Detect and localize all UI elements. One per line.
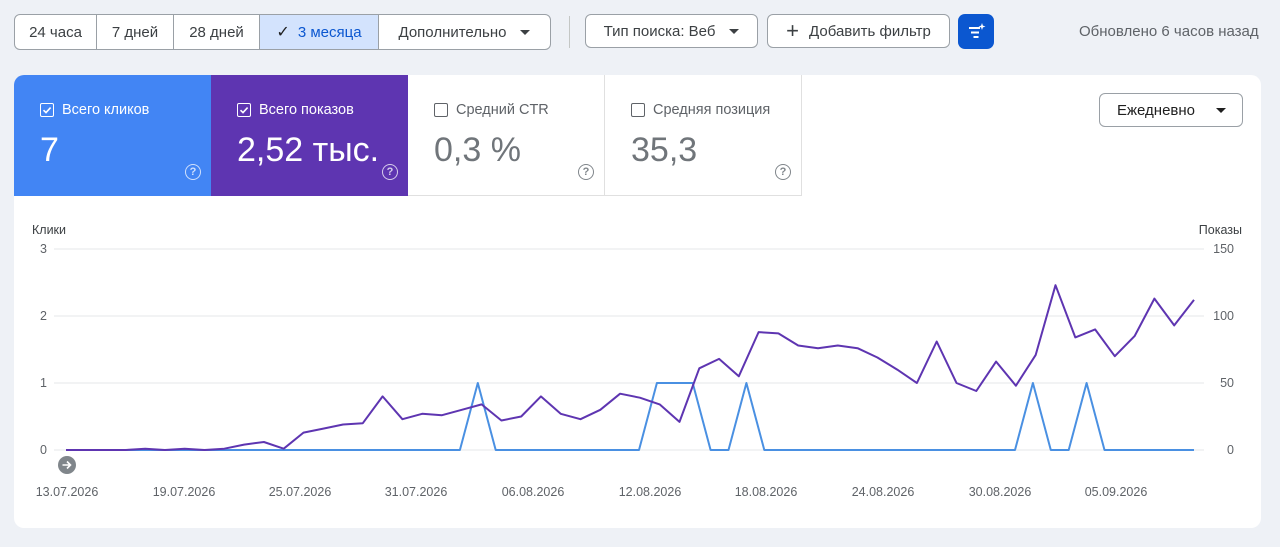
metric-label: Всего кликов	[62, 102, 150, 118]
metric-label-row: Всего кликов	[40, 102, 149, 118]
help-icon[interactable]: ?	[185, 164, 201, 180]
left-axis-ticks: 0 1 2 3	[40, 242, 47, 457]
impressions-series-line	[66, 284, 1195, 451]
range-24h-label: 24 часа	[29, 23, 82, 41]
caret-down-icon	[729, 28, 740, 34]
plus-icon: +	[786, 18, 800, 43]
metric-label: Всего показов	[259, 102, 354, 118]
metric-label-row: Всего показов	[237, 102, 354, 118]
checkbox-unchecked-icon[interactable]	[631, 103, 645, 117]
filter-sparkle-icon	[969, 22, 986, 38]
x-tick-label: 30.08.2026	[969, 485, 1032, 499]
right-tick-label: 150	[1213, 242, 1234, 256]
toolbar-divider	[569, 16, 570, 48]
x-tick-label: 25.07.2026	[269, 485, 332, 499]
range-3m-label: 3 месяца	[297, 23, 362, 41]
search-type-dropdown[interactable]: Тип поиска: Веб	[585, 14, 758, 48]
add-filter-button[interactable]: + Добавить фильтр	[767, 14, 950, 48]
left-tick-label: 0	[40, 443, 47, 457]
x-axis-ticks: 13.07.2026 19.07.2026 25.07.2026 31.07.2026…	[36, 485, 1148, 499]
range-7d-button[interactable]: 7 дней	[97, 15, 174, 49]
metric-value: 2,52 тыс.	[237, 131, 380, 169]
x-tick-label: 19.07.2026	[153, 485, 216, 499]
help-icon[interactable]: ?	[578, 164, 594, 180]
help-icon[interactable]: ?	[775, 164, 791, 180]
metric-label: Средний CTR	[456, 102, 549, 118]
add-filter-label: Добавить фильтр	[809, 22, 931, 40]
date-range-segmented-control: 24 часа 7 дней 28 дней ✓ 3 месяца Дополни…	[14, 14, 551, 50]
chart-grid	[54, 248, 1204, 451]
right-axis-title: Показы	[1199, 223, 1242, 237]
range-24h-button[interactable]: 24 часа	[15, 15, 97, 49]
left-tick-label: 3	[40, 242, 47, 256]
metric-average-position[interactable]: Средняя позиция 35,3 ?	[605, 75, 802, 196]
range-28d-label: 28 дней	[189, 23, 244, 41]
metric-total-impressions[interactable]: Всего показов 2,52 тыс. ?	[211, 75, 408, 196]
search-type-label: Тип поиска: Веб	[603, 22, 716, 40]
x-tick-label: 05.09.2026	[1085, 485, 1148, 499]
checkbox-checked-icon[interactable]	[40, 103, 54, 117]
x-tick-label: 13.07.2026	[36, 485, 99, 499]
checkbox-unchecked-icon[interactable]	[434, 103, 448, 117]
clicks-series-line	[66, 382, 1194, 451]
range-3m-button[interactable]: ✓ 3 месяца	[260, 15, 379, 49]
checkbox-checked-icon[interactable]	[237, 103, 251, 117]
x-tick-label: 06.08.2026	[502, 485, 565, 499]
date-range-toolbar: 24 часа 7 дней 28 дней ✓ 3 месяца Дополни…	[14, 14, 551, 50]
granularity-dropdown[interactable]: Ежедневно	[1099, 93, 1243, 127]
metric-label-row: Средний CTR	[434, 102, 549, 118]
x-tick-label: 24.08.2026	[852, 485, 915, 499]
x-tick-label: 31.07.2026	[385, 485, 448, 499]
smart-filter-button[interactable]	[958, 14, 994, 49]
metric-label: Средняя позиция	[653, 102, 771, 118]
metric-label-row: Средняя позиция	[631, 102, 770, 118]
left-tick-label: 2	[40, 309, 47, 323]
performance-card: Всего кликов 7 ? Всего показов 2,52 тыс.…	[14, 75, 1261, 528]
metric-value: 7	[40, 131, 59, 169]
metric-value: 0,3 %	[434, 131, 521, 169]
x-tick-label: 12.08.2026	[619, 485, 682, 499]
chart-series	[66, 284, 1195, 451]
right-tick-label: 0	[1227, 443, 1234, 457]
last-updated-text: Обновлено 6 часов назад	[1079, 23, 1259, 40]
metric-value: 35,3	[631, 131, 698, 169]
granularity-label: Ежедневно	[1117, 101, 1196, 119]
caret-down-icon	[1216, 108, 1226, 113]
check-icon: ✓	[276, 24, 290, 41]
help-icon[interactable]: ?	[382, 164, 398, 180]
more-ranges-label: Дополнительно	[398, 23, 507, 41]
x-tick-label: 18.08.2026	[735, 485, 798, 499]
right-axis-ticks: 0 50 100 150	[1213, 242, 1234, 457]
left-tick-label: 1	[40, 376, 47, 390]
metric-total-clicks[interactable]: Всего кликов 7 ?	[14, 75, 211, 196]
annotation-marker-icon[interactable]	[58, 456, 76, 474]
performance-chart: Клики Показы 0 1 2 3 0 50 100 150 13.07.2026 19…	[32, 223, 1242, 499]
right-tick-label: 50	[1220, 376, 1234, 390]
right-tick-label: 100	[1213, 309, 1234, 323]
range-28d-button[interactable]: 28 дней	[174, 15, 260, 49]
left-axis-title: Клики	[32, 223, 66, 237]
more-ranges-dropdown[interactable]: Дополнительно	[379, 15, 550, 49]
caret-down-icon	[520, 29, 531, 35]
metric-average-ctr[interactable]: Средний CTR 0,3 % ?	[408, 75, 605, 196]
range-7d-label: 7 дней	[111, 23, 159, 41]
